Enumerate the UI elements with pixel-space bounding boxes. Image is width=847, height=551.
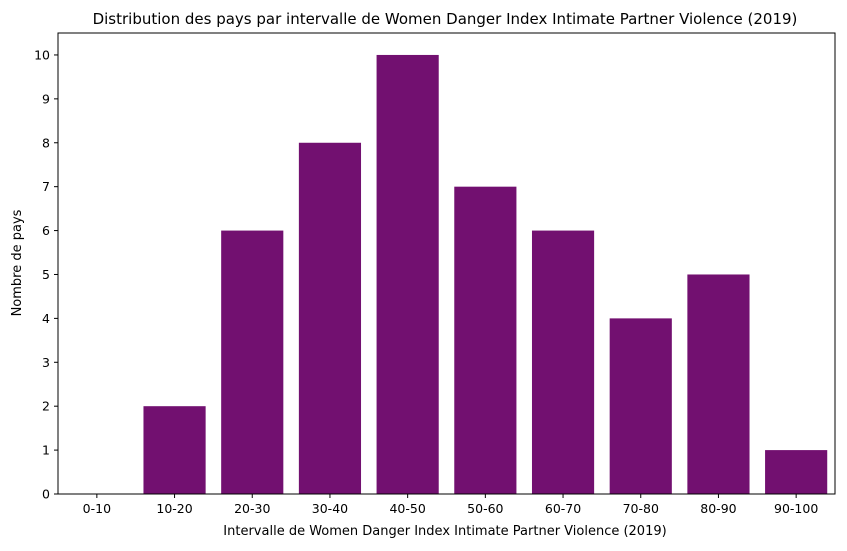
plot-area-frame [57,32,836,495]
y-tick-label: 6 [42,223,50,238]
bar-70-80 [609,318,672,494]
bar-80-90 [687,274,750,494]
bar-10-20 [143,406,206,494]
y-tick-label: 3 [42,355,50,370]
x-tick-label: 30-40 [312,501,348,516]
bar-30-40 [298,142,362,494]
y-tick-label: 8 [42,135,50,150]
y-tick-label: 7 [42,179,50,194]
bar-50-60 [454,186,517,495]
y-tick-label: 2 [42,399,50,414]
bar-90-100 [765,450,828,494]
y-tick-label: 9 [42,91,50,106]
bar-60-70 [531,230,595,494]
x-axis-label: Intervalle de Women Danger Index Intimat… [223,524,666,539]
y-tick-label: 5 [42,267,50,282]
x-tick-label: 10-20 [156,501,192,516]
y-axis-label: Nombre de pays [10,209,25,316]
y-tick-label: 4 [42,311,50,326]
x-tick-label: 20-30 [234,501,270,516]
y-tick-label: 0 [42,487,50,502]
bar-20-30 [221,230,284,494]
x-tick-label: 0-10 [83,501,111,516]
x-tick-label: 40-50 [389,501,425,516]
bars-group [143,54,828,495]
x-tick-label: 90-100 [774,501,818,516]
y-axis: 0 1 2 3 4 5 6 7 8 9 10 [34,47,58,502]
bar-40-50 [376,54,439,494]
x-tick-label: 50-60 [467,501,503,516]
x-tick-label: 80-90 [700,501,736,516]
y-tick-label: 10 [34,47,50,62]
chart-title: Distribution des pays par intervalle de … [93,10,798,28]
x-tick-label: 70-80 [623,501,659,516]
x-axis: 0-10 10-20 20-30 30-40 40-50 50-60 60-70 70-80 8… [83,494,818,516]
x-tick-label: 60-70 [545,501,581,516]
y-tick-label: 1 [42,443,50,458]
